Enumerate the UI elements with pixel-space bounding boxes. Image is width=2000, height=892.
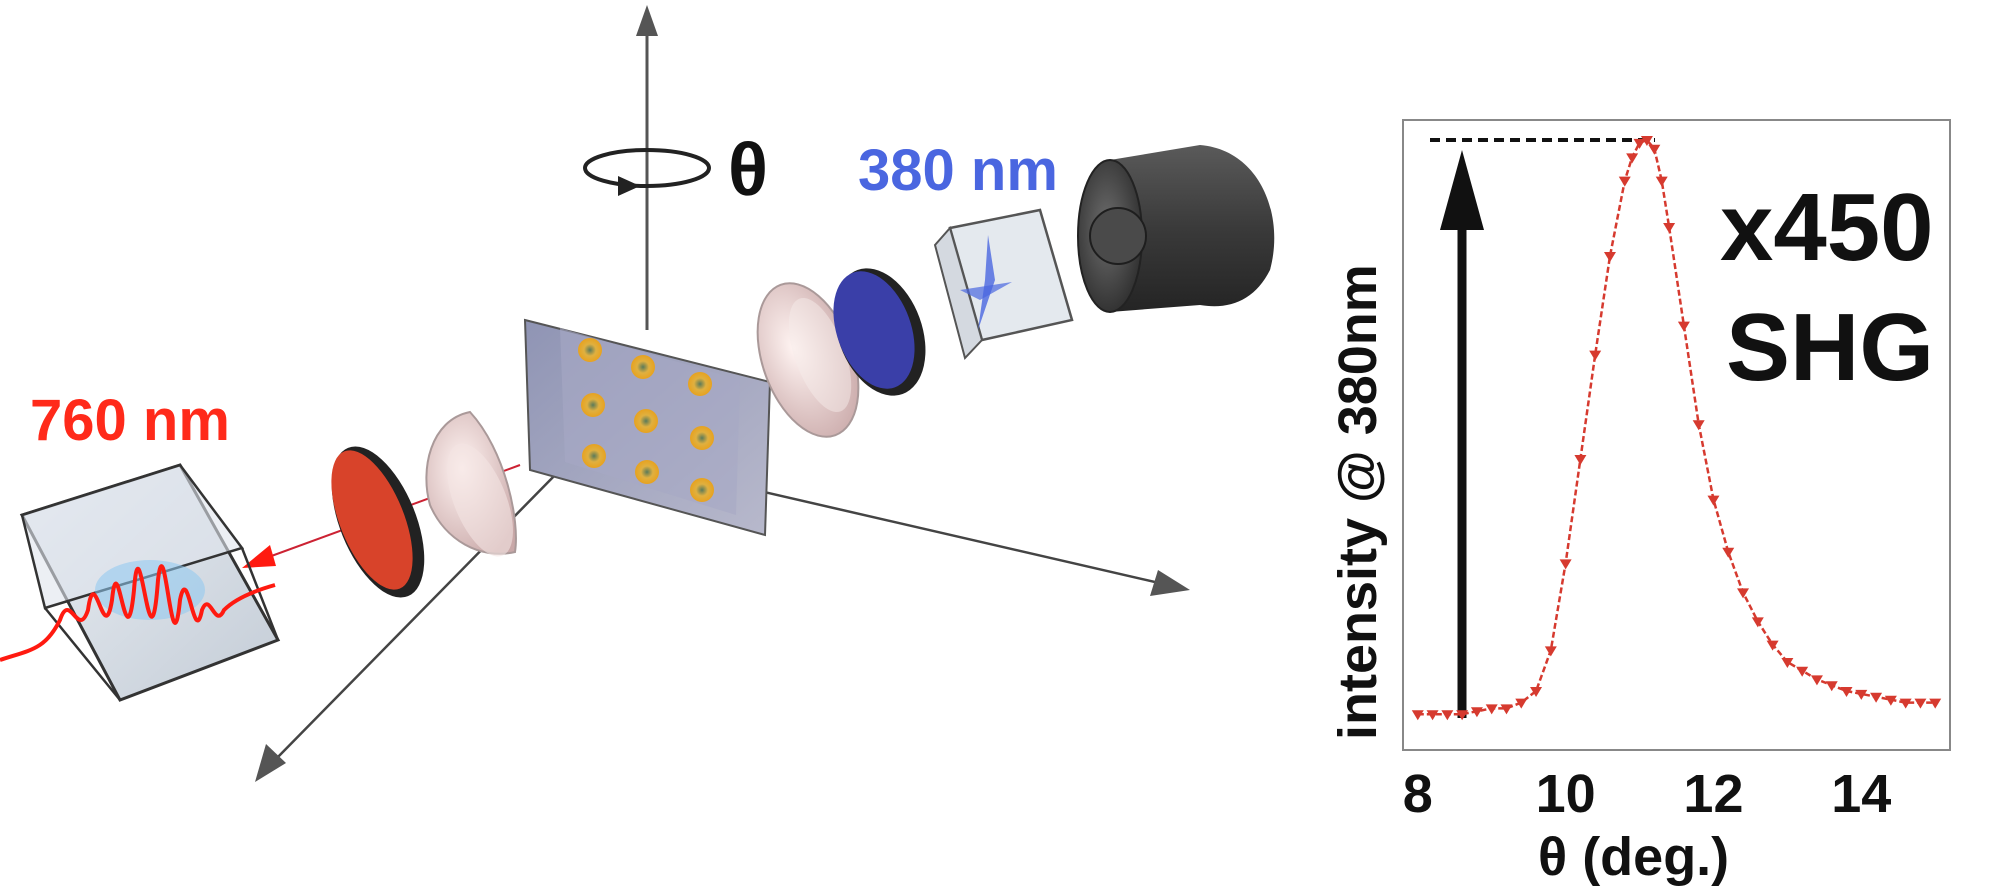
pump-wavelength-label: 760 nm bbox=[30, 388, 230, 453]
laser-pulse-cube bbox=[0, 465, 278, 700]
theta-label: θ bbox=[728, 128, 768, 211]
detector bbox=[1078, 145, 1274, 312]
rotation-axis-vertical bbox=[636, 5, 658, 330]
pump-beam-arrowhead bbox=[242, 545, 276, 568]
x-tick-label: 10 bbox=[1536, 764, 1596, 824]
x-tick-labels: 8 10 12 14 bbox=[1403, 764, 1892, 824]
shg-wavelength-label: 380 nm bbox=[858, 138, 1058, 203]
enhancement-label: x450 bbox=[1720, 174, 1934, 281]
x-axis-label: θ (deg.) bbox=[1538, 827, 1729, 887]
analyzer-cube bbox=[935, 210, 1072, 358]
metasurface-sample bbox=[525, 320, 770, 535]
shg-angle-chart: x450 SHG 8 10 12 14 θ (deg.) intensity @ 38… bbox=[1328, 120, 1950, 887]
x-tick-label: 14 bbox=[1831, 764, 1891, 824]
y-axis-label: intensity @ 380nm bbox=[1328, 264, 1388, 740]
x-tick-label: 8 bbox=[1403, 764, 1433, 824]
focusing-lens bbox=[426, 412, 526, 565]
optical-setup: θ 760 nm bbox=[0, 5, 1274, 782]
x-tick-label: 12 bbox=[1683, 764, 1743, 824]
process-label: SHG bbox=[1726, 294, 1934, 401]
red-filter bbox=[313, 434, 443, 611]
